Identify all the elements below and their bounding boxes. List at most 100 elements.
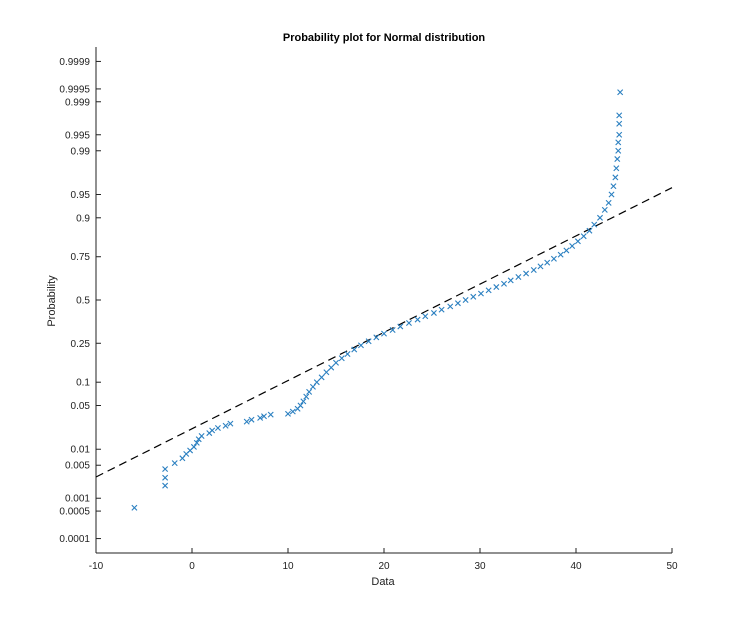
data-point [257,414,264,421]
data-point [131,504,138,511]
x-axis-label: Data [371,576,395,588]
data-point [397,323,404,330]
data-point [222,422,229,429]
data-point [597,214,603,221]
data-point [313,379,320,386]
data-point [601,206,608,213]
data-point [214,425,221,431]
axes: -10 0 10 20 30 40 50 0.0001 0.0005 0.001 0.005 0.01… [59,47,678,572]
data-point [610,183,617,190]
y-tick-label: 0.75 [71,252,91,263]
data-point [493,284,500,291]
x-tick-label: 0 [189,561,195,572]
data-point [515,274,522,280]
y-tick-label: 0.005 [65,461,90,472]
x-tick-label: 30 [474,561,486,572]
data-point [162,482,169,489]
data-point [389,327,396,333]
data-point [318,374,325,381]
y-tick-label: 0.05 [71,401,91,412]
data-point [605,199,612,206]
data-point [454,300,461,307]
data-point [591,221,598,228]
chart-title: Probability plot for Normal distribution [283,32,486,44]
data-point [381,330,387,337]
data-point [190,443,197,450]
y-tick-label: 0.99 [71,146,91,157]
data-point [569,243,576,250]
data-point [563,247,570,254]
data-point [612,174,619,181]
data-point [613,165,620,172]
data-point [198,433,205,439]
x-tick-label: 10 [282,561,294,572]
data-point [333,359,339,366]
data-point [574,238,581,245]
data-point [615,147,622,154]
data-points [131,89,624,511]
data-point [544,259,551,266]
data-point [300,398,307,405]
x-tick-label: 20 [378,561,390,572]
x-tick-label: -10 [89,561,104,572]
y-tick-label: 0.999 [65,97,90,108]
data-point [248,416,255,423]
reference-line-group [95,187,673,478]
data-point [328,364,335,371]
y-tick-label: 0.001 [65,494,90,505]
y-tick-label: 0.9999 [59,57,90,68]
data-point [261,413,267,420]
y-axis-label: Probability [46,275,58,327]
y-tick-label: 0.25 [71,339,91,350]
data-point [351,346,358,353]
data-point [530,267,537,273]
data-point [289,408,296,415]
data-point [586,227,593,234]
data-point [162,474,169,481]
data-point [501,280,507,287]
data-point [193,439,200,446]
data-point [422,313,429,320]
data-point [616,120,623,127]
data-point [615,139,622,146]
data-point [365,338,372,345]
data-point [447,303,454,310]
data-point [162,466,169,473]
data-point [373,334,380,341]
reference-line [95,187,673,478]
data-point [357,342,364,349]
data-point [338,355,345,362]
data-point [171,460,178,467]
y-tick-label: 0.1 [76,378,90,389]
y-tick-label: 0.0005 [59,507,90,518]
data-point [405,320,412,326]
data-point [344,350,351,357]
data-point [414,316,421,323]
data-point [462,297,469,303]
data-point [267,411,274,418]
data-point [438,306,445,313]
data-point [323,369,330,376]
data-point [477,290,484,297]
data-point [507,277,514,284]
data-point [617,89,624,96]
y-tick-label: 0.01 [71,445,91,456]
data-point [537,263,544,270]
data-point [485,287,492,294]
x-tick-label: 40 [570,561,582,572]
data-point [306,388,313,395]
data-point [557,251,564,258]
data-point [523,270,530,277]
data-point [614,156,621,163]
y-tick-label: 0.0001 [59,534,90,545]
data-point [616,131,623,138]
data-point [580,233,587,240]
data-point [616,112,623,119]
data-point [550,255,557,262]
data-point [243,418,250,425]
data-point [285,410,291,417]
y-tick-label: 0.995 [65,130,90,141]
y-tick-label: 0.5 [76,296,90,307]
